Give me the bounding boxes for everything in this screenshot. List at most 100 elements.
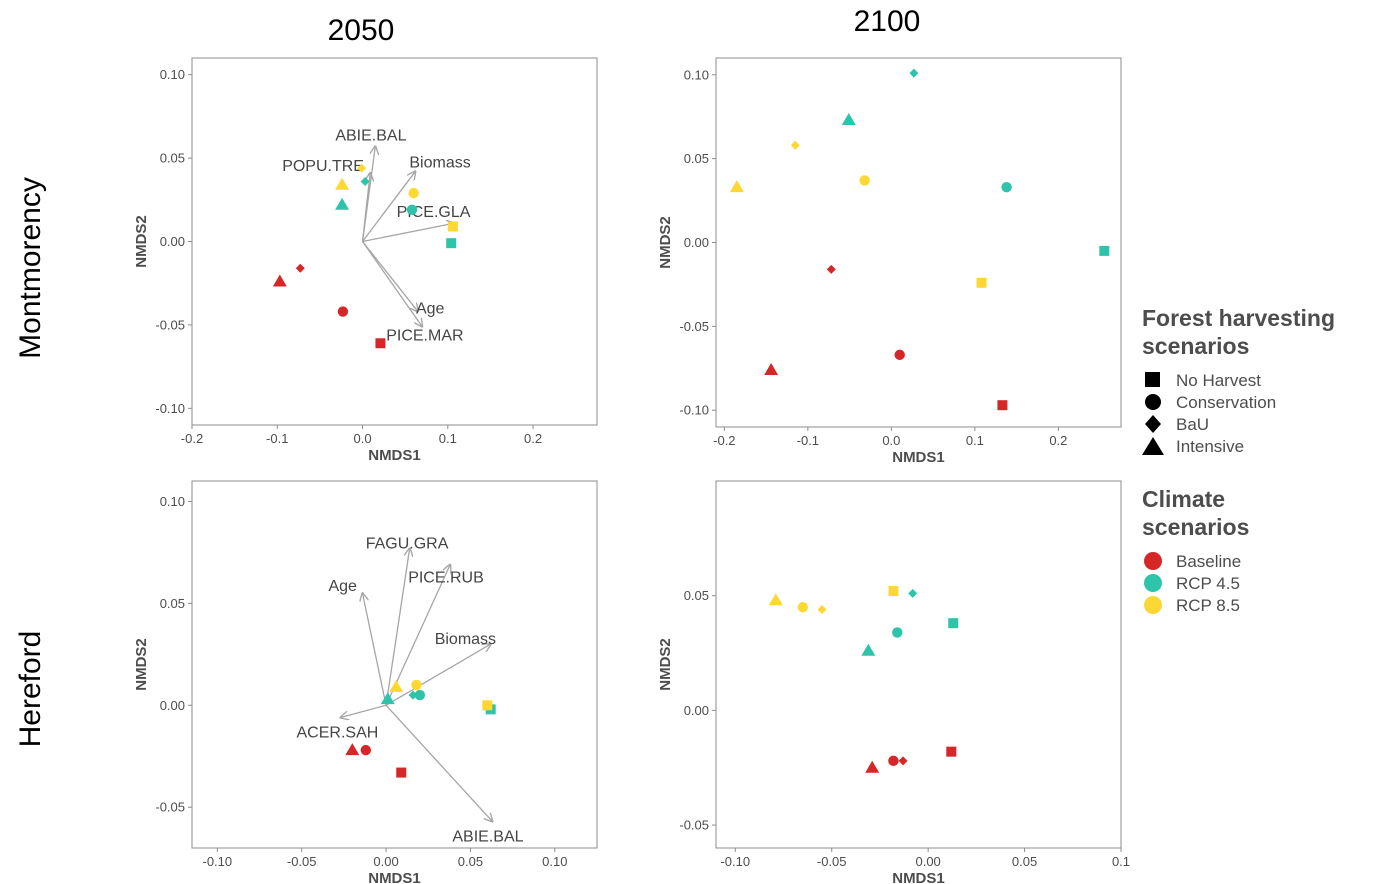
legend-square-icon: [1145, 372, 1160, 387]
y-tick-label: 0.10: [684, 67, 709, 82]
x-tick-label: -0.2: [181, 431, 203, 446]
x-tick-label: -0.1: [266, 431, 288, 446]
y-tick-label: 0.10: [160, 494, 185, 509]
legend-circle-icon: [1145, 394, 1161, 410]
point-rcp-4-5-bau: [909, 68, 919, 78]
y-axis-title: NMDS2: [133, 215, 150, 268]
point-rcp-4-5-bau: [908, 588, 918, 598]
legend-item-rcp85: RCP 8.5: [1176, 596, 1240, 615]
vector-label-fagu-gra: FAGU.GRA: [366, 535, 449, 552]
point-baseline-no-harvest: [396, 767, 407, 778]
point-rcp-4-5-bau: [360, 176, 370, 186]
point-baseline-intensive: [345, 743, 360, 756]
y-tick-label: 0.05: [160, 151, 185, 166]
panel-montmorency-2050: 0.10 0.05 0.00 -0.05 -0.10 -0.2 -0.1 0.0 0.1 0.2 N…: [133, 57, 598, 464]
x-tick-label: 0.0: [882, 433, 900, 448]
y-tick-label: -0.10: [155, 401, 185, 416]
x-tick-label: -0.10: [720, 854, 750, 869]
point-rcp-8-5-bau: [790, 140, 800, 150]
y-axis-title: NMDS2: [133, 638, 150, 691]
x-tick-label: -0.1: [797, 433, 819, 448]
vector-label-age: Age: [328, 578, 357, 595]
vector-label-biomass: Biomass: [435, 631, 496, 648]
point-rcp-8-5-conservation: [859, 175, 870, 186]
x-tick-label: 0.0: [353, 431, 371, 446]
x-tick-label: 0.10: [542, 854, 567, 869]
legend-harvest-title-line1: Forest harvesting: [1142, 305, 1335, 331]
column-title-2100: 2100: [854, 5, 921, 38]
point-baseline-bau: [898, 756, 908, 766]
y-axis-title: NMDS2: [657, 638, 674, 691]
x-axis-title: NMDS1: [892, 449, 945, 466]
point-baseline-intensive: [865, 760, 880, 773]
x-tick-label: -0.2: [713, 433, 735, 448]
legend-triangle-icon: [1142, 437, 1164, 455]
x-tick-label: 0.1: [1112, 854, 1130, 869]
x-tick-label: 0.2: [524, 431, 542, 446]
legend-climate: Climate scenarios Baseline RCP 4.5 RCP 8…: [1142, 486, 1249, 615]
x-axis-title: NMDS1: [892, 870, 945, 884]
legend-harvest-title-line2: scenarios: [1142, 333, 1249, 359]
point-rcp-8-5-no-harvest: [888, 586, 899, 597]
x-tick-label: -0.05: [817, 854, 847, 869]
x-tick-label: 0.00: [373, 854, 398, 869]
x-tick-label: 0.2: [1049, 433, 1067, 448]
point-rcp-4-5-intensive: [861, 643, 876, 656]
legend-item-conservation: Conservation: [1176, 393, 1276, 412]
y-tick-label: -0.10: [679, 403, 709, 418]
point-baseline-conservation: [337, 306, 349, 317]
vector-label-pice-mar: PICE.MAR: [386, 328, 463, 345]
point-rcp-4-5-intensive: [335, 197, 350, 210]
y-tick-label: 0.05: [684, 151, 709, 166]
y-tick-label: -0.05: [679, 319, 709, 334]
x-tick-label: -0.05: [287, 854, 317, 869]
point-rcp-4-5-conservation: [406, 204, 418, 216]
vector-arrow-age: [362, 241, 418, 312]
point-baseline-conservation: [888, 755, 899, 767]
legend-climate-title-line2: scenarios: [1142, 514, 1249, 540]
y-tick-label: 0.00: [160, 234, 185, 249]
legend-item-rcp45: RCP 4.5: [1176, 574, 1240, 593]
point-baseline-conservation: [360, 744, 372, 756]
point-baseline-no-harvest: [375, 338, 386, 349]
point-rcp-4-5-no-harvest: [948, 618, 959, 629]
vector-arrow-biomass: [362, 171, 416, 242]
point-rcp-4-5-intensive: [841, 113, 856, 126]
vector-arrow-acer-sah: [341, 704, 387, 717]
point-rcp-8-5-intensive: [389, 679, 404, 692]
panel-hereford-2050: 0.10 0.05 0.00 -0.05 -0.10 -0.05 0.00 0.05 0.10 N…: [133, 480, 598, 884]
vector-arrow-popu-tre: [361, 173, 371, 242]
x-tick-label: -0.10: [202, 854, 232, 869]
y-tick-label: -0.05: [155, 800, 185, 815]
row-title-montmorency: Montmorency: [14, 177, 47, 359]
legend-item-bau: BaU: [1176, 415, 1209, 434]
vector-arrow-abie-bal: [385, 704, 492, 821]
x-axis-title: NMDS1: [368, 447, 421, 464]
y-tick-label: 0.00: [160, 698, 185, 713]
legend-item-no-harvest: No Harvest: [1176, 371, 1261, 390]
y-tick-label: 0.05: [160, 596, 185, 611]
point-baseline-no-harvest: [997, 400, 1008, 411]
point-baseline-intensive: [764, 362, 779, 375]
x-tick-label: 0.1: [439, 431, 457, 446]
vector-label-popu-tre: POPU.TRE: [282, 158, 364, 175]
point-baseline-conservation: [894, 349, 905, 361]
y-axis-title: NMDS2: [657, 216, 674, 269]
vector-label-acer-sah: ACER.SAH: [297, 725, 379, 742]
vector-label-abie-bal: ABIE.BAL: [335, 127, 406, 144]
column-title-2050: 2050: [328, 14, 395, 47]
point-rcp-4-5-conservation: [414, 689, 426, 701]
vector-arrow-pice-gla: [362, 223, 455, 243]
point-rcp-8-5-no-harvest: [976, 277, 987, 288]
legend-item-intensive: Intensive: [1176, 437, 1244, 456]
y-tick-label: 0.00: [684, 235, 709, 250]
vector-arrow-age: [362, 593, 387, 706]
vector-arrow-pice-mar: [361, 241, 423, 327]
panel-frame: [191, 480, 598, 849]
legend-climate-title-line1: Climate: [1142, 486, 1225, 512]
point-rcp-8-5-no-harvest: [447, 221, 458, 232]
point-rcp-4-5-conservation: [892, 627, 903, 638]
point-baseline-bau: [295, 263, 305, 273]
panel-montmorency-2100: 0.10 0.05 0.00 -0.05 -0.10 -0.2 -0.1 0.0 0.1 0.2 N…: [657, 57, 1122, 466]
